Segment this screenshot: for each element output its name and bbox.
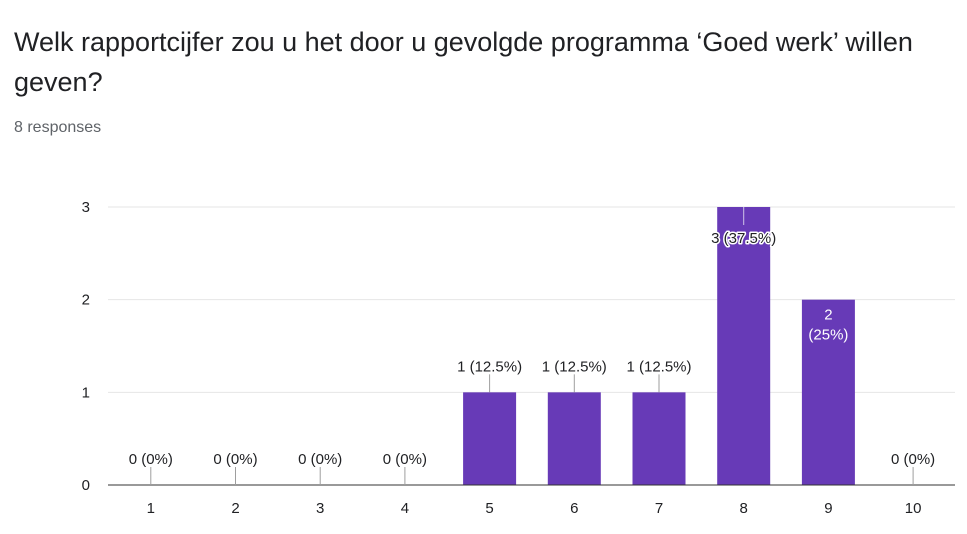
- data-label: 1 (12.5%): [457, 358, 522, 375]
- x-tick-label: 1: [147, 500, 155, 517]
- data-label: 0 (0%): [891, 451, 935, 468]
- x-tick-label: 10: [905, 500, 922, 517]
- x-tick-label: 2: [231, 500, 239, 517]
- bar: [717, 207, 771, 485]
- bar: [547, 392, 601, 485]
- data-label: 0 (0%): [298, 451, 342, 468]
- data-label: 3 (37.5%): [711, 230, 776, 247]
- bar: [801, 299, 855, 485]
- y-tick-label: 3: [82, 199, 90, 216]
- x-tick-label: 5: [485, 500, 493, 517]
- y-tick-label: 0: [82, 477, 90, 494]
- data-label: 0 (0%): [213, 451, 257, 468]
- data-label: 1 (12.5%): [626, 358, 691, 375]
- x-tick-label: 9: [824, 500, 832, 517]
- x-tick-label: 8: [740, 500, 748, 517]
- y-tick-label: 2: [82, 292, 90, 309]
- response-count: 8 responses: [14, 119, 102, 136]
- data-label: 2: [824, 307, 832, 324]
- question-title: Welk rapportcijfer zou u het door u gevo…: [14, 27, 913, 97]
- x-tick-label: 7: [655, 500, 663, 517]
- x-tick-label: 4: [401, 500, 409, 517]
- data-label: 0 (0%): [129, 451, 173, 468]
- x-tick-label: 3: [316, 500, 324, 517]
- data-label: 1 (12.5%): [542, 358, 607, 375]
- data-label: 0 (0%): [383, 451, 427, 468]
- y-tick-label: 1: [82, 384, 90, 401]
- bar: [463, 392, 517, 485]
- bar: [632, 392, 686, 485]
- data-label: (25%): [808, 327, 848, 344]
- x-tick-label: 6: [570, 500, 578, 517]
